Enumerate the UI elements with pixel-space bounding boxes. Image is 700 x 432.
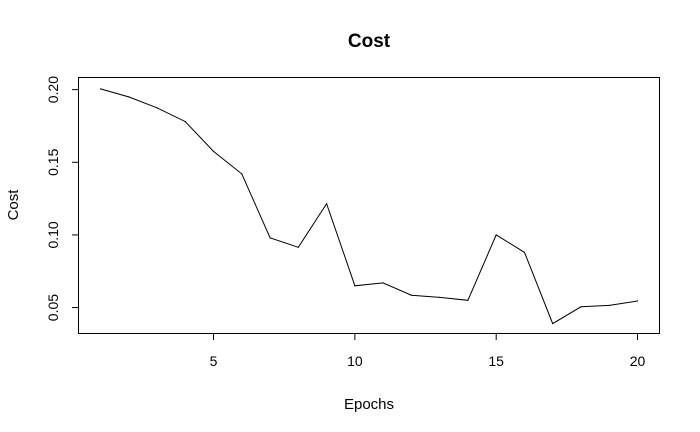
x-tick-label-20: 20 (630, 353, 646, 369)
x-axis: 5 10 15 20 (210, 333, 646, 369)
series-layer (99, 88, 639, 325)
data-point-7 (269, 237, 271, 239)
chart-title: Cost (348, 31, 391, 52)
plot-frame (78, 77, 660, 334)
data-point-4 (184, 120, 186, 123)
x-tick-label-10: 10 (347, 353, 363, 369)
data-point-16 (523, 251, 526, 253)
x-axis-label: Epochs (344, 396, 394, 413)
data-point-14 (467, 299, 469, 301)
data-point-8 (297, 246, 299, 248)
y-axis: 0.05 0.10 0.15 0.20 (45, 76, 79, 321)
data-point-2 (128, 96, 130, 98)
x-tick-label-15: 15 (488, 353, 504, 369)
x-tick-label-5: 5 (210, 353, 218, 369)
y-tick-label-0.15: 0.15 (45, 148, 61, 175)
data-point-15 (495, 234, 497, 236)
data-point-11 (382, 282, 384, 284)
data-point-19 (608, 304, 610, 306)
data-point-18 (580, 306, 582, 308)
data-point-6 (241, 173, 243, 175)
y-tick-label-0.20: 0.20 (45, 76, 61, 103)
data-point-1 (99, 88, 102, 90)
series-line-0 (100, 88, 638, 325)
data-point-12 (410, 294, 412, 296)
y-axis-label: Cost (5, 189, 22, 221)
data-point-13 (439, 296, 441, 299)
data-point-9 (326, 203, 328, 205)
y-tick-label-0.05: 0.05 (45, 294, 61, 321)
data-point-3 (156, 107, 158, 109)
data-point-5 (212, 150, 215, 152)
y-tick-label-0.10: 0.10 (45, 221, 61, 248)
data-point-20 (636, 300, 639, 302)
data-point-17 (552, 322, 554, 325)
data-point-10 (354, 285, 356, 287)
